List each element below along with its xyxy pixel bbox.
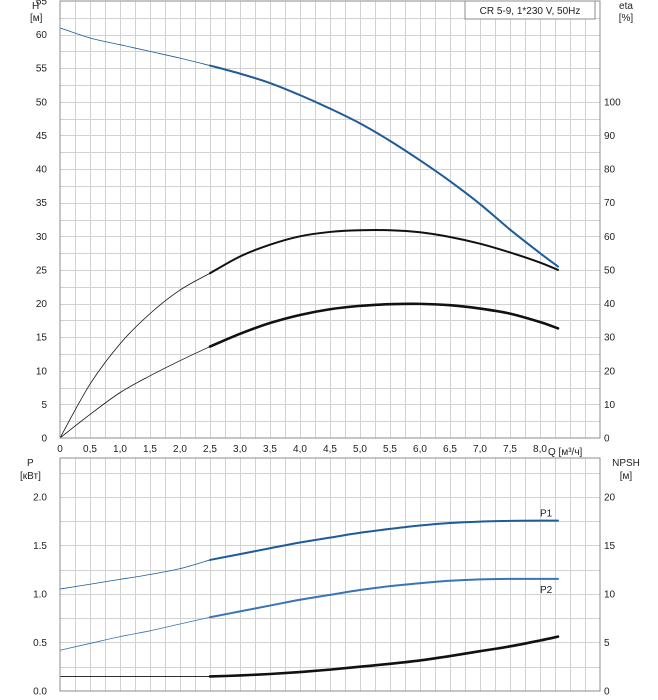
bottom-chart-grid — [60, 458, 600, 691]
x-tick-label: 5,0 — [353, 444, 367, 455]
bottom-y-left-label: P — [27, 458, 34, 469]
bottom-series-1-extended — [59, 616, 211, 651]
x-tick-label: 7,0 — [473, 444, 487, 455]
top-chart-frame — [59, 0, 601, 439]
bottom-y-left-tick: 2.0 — [33, 492, 47, 503]
x-tick-label: 3,0 — [233, 444, 247, 455]
bottom-y-right-tick: 5 — [604, 638, 610, 649]
series-label-p2: P2 — [540, 585, 553, 596]
top-y-left-tick: 20 — [36, 299, 48, 310]
x-tick-label: 8,0 — [533, 444, 547, 455]
top-y-left-tick: 45 — [36, 131, 48, 142]
top-y-right-tick: 0 — [604, 434, 610, 445]
top-y-right-tick: 100 — [604, 97, 621, 108]
top-y-right-tick: 70 — [604, 198, 616, 209]
x-tick-label: 1,0 — [113, 444, 127, 455]
top-y-left-tick: 5 — [41, 400, 47, 411]
top-y-right-label: eta — [619, 1, 633, 12]
bottom-y-right-tick: 20 — [604, 492, 616, 503]
legend-text: CR 5-9, 1*230 V, 50Hz — [480, 6, 581, 17]
top-y-right-tick: 10 — [604, 400, 616, 411]
top-y-left-unit: [м] — [30, 13, 43, 24]
x-axis-label: Q [м³/ч] — [548, 447, 583, 458]
top-y-left-tick: 15 — [36, 333, 48, 344]
x-tick-label: 2,5 — [203, 444, 217, 455]
x-tick-label: 1,5 — [143, 444, 157, 455]
top-series-1-duty — [209, 229, 559, 275]
bottom-y-left-tick: 0.0 — [33, 687, 47, 698]
bottom-y-left-tick: 0.5 — [33, 638, 47, 649]
top-y-left-tick: 40 — [36, 165, 48, 176]
top-y-right-tick: 30 — [604, 333, 616, 344]
bottom-y-left-tick: 1.5 — [33, 541, 47, 552]
x-tick-label: 2,0 — [173, 444, 187, 455]
top-y-right-tick: 80 — [604, 165, 616, 176]
top-y-left-tick: 30 — [36, 232, 48, 243]
bottom-y-right-tick: 15 — [604, 541, 616, 552]
top-series-1-extended — [59, 272, 211, 439]
top-y-left-tick: 35 — [36, 198, 48, 209]
bottom-series-0-extended — [59, 559, 211, 590]
tick-labels: 0 0,5 1,0 1,5 2,0 2,5 3,0 3,5 4,0 4,5 5,0 5,5 6,0 6,5… — [33, 0, 621, 698]
top-y-right-tick: 60 — [604, 232, 616, 243]
x-tick-label: 5,5 — [383, 444, 397, 455]
top-y-left-tick: 50 — [36, 97, 48, 108]
top-y-left-tick: 25 — [36, 265, 48, 276]
x-tick-label: 7,5 — [503, 444, 517, 455]
bottom-series-0-duty — [209, 519, 559, 561]
bottom-series-1-duty — [209, 577, 559, 619]
top-y-left-tick: 0 — [41, 434, 47, 445]
top-y-left-label: H — [32, 1, 39, 12]
bottom-y-right-tick: 0 — [604, 687, 610, 698]
bottom-y-left-unit: [кВт] — [20, 471, 41, 482]
x-tick-label: 0,5 — [83, 444, 97, 455]
top-series-0-extended — [59, 27, 211, 66]
top-chart-grid — [60, 1, 600, 438]
legend-box: CR 5-9, 1*230 V, 50Hz — [464, 0, 596, 20]
x-tick-label: 4,0 — [293, 444, 307, 455]
bottom-y-right-unit: [м] — [620, 471, 633, 482]
x-tick-label: 3,5 — [263, 444, 277, 455]
top-series-2-extended — [59, 346, 211, 439]
bottom-y-right-label: NPSH — [612, 458, 640, 469]
top-y-right-tick: 50 — [604, 265, 616, 276]
top-y-left-tick: 65 — [36, 0, 48, 8]
bottom-series-2-duty — [208, 635, 560, 678]
x-tick-label: 6,5 — [443, 444, 457, 455]
top-y-left-tick: 10 — [36, 366, 48, 377]
curves — [59, 27, 560, 678]
x-tick-label: 0 — [57, 444, 63, 455]
top-y-left-tick: 55 — [36, 64, 48, 75]
top-y-right-tick: 40 — [604, 299, 616, 310]
top-y-right-unit: [%] — [619, 13, 634, 24]
bottom-chart-frame — [59, 457, 601, 692]
series-label-p1: P1 — [540, 509, 553, 520]
bottom-y-right-tick: 10 — [604, 589, 616, 600]
x-tick-label: 4,5 — [323, 444, 337, 455]
top-series-0-duty — [209, 64, 559, 268]
top-y-left-tick: 60 — [36, 30, 48, 41]
x-tick-label: 6,0 — [413, 444, 427, 455]
top-series-2-duty — [208, 302, 560, 348]
top-y-right-tick: 20 — [604, 366, 616, 377]
bottom-y-left-tick: 1.0 — [33, 589, 47, 600]
top-y-right-tick: 90 — [604, 131, 616, 142]
